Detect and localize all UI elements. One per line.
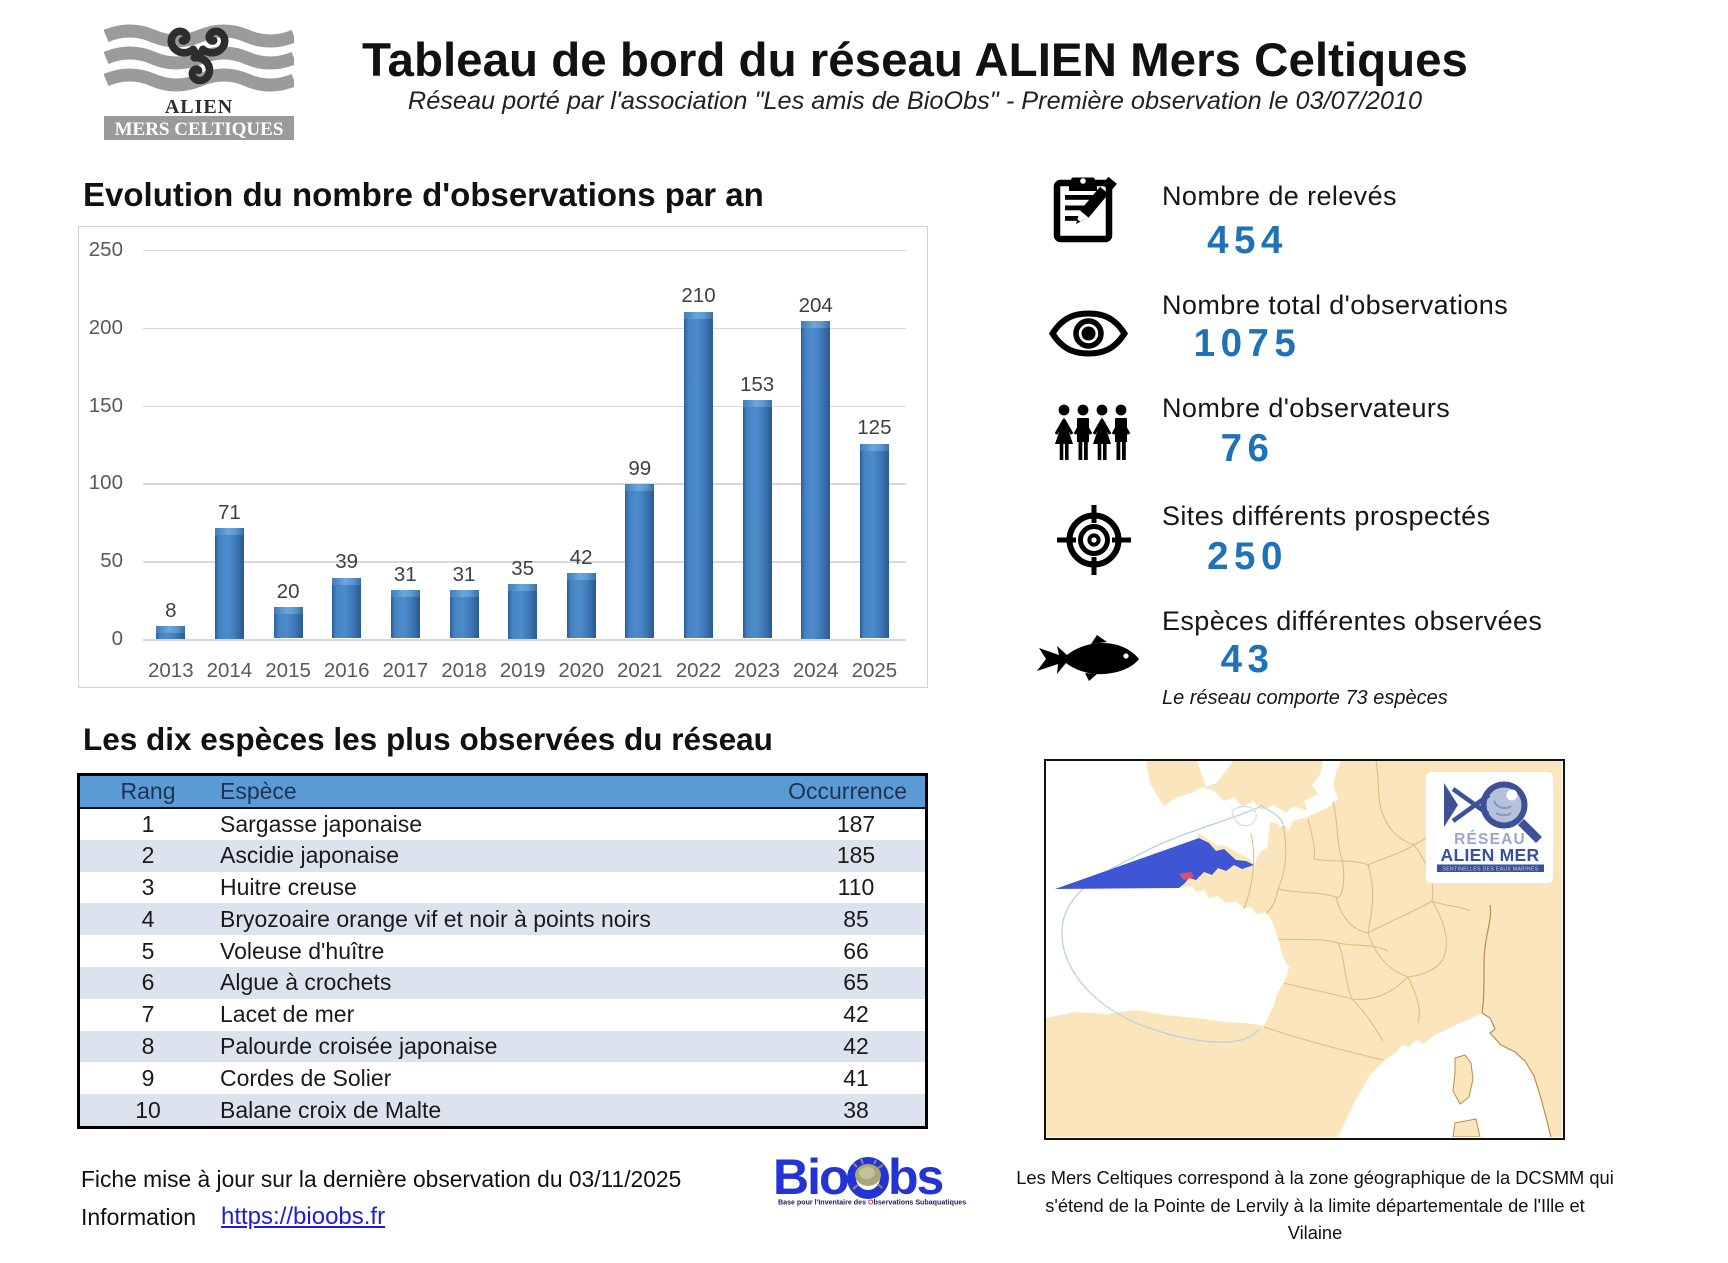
svg-text:ALIEN: ALIEN bbox=[165, 96, 233, 118]
svg-text:RÉSEAU: RÉSEAU bbox=[1454, 831, 1526, 848]
svg-text:Base pour l'Inventaire des Obs: Base pour l'Inventaire des Observations … bbox=[778, 1199, 966, 1207]
svg-text:Bio: Bio bbox=[776, 1154, 848, 1205]
svg-text:SENTINELLES DES EAUX MARINES: SENTINELLES DES EAUX MARINES bbox=[1443, 867, 1539, 873]
svg-text:bs: bs bbox=[888, 1154, 943, 1205]
svg-text:ALIEN MER: ALIEN MER bbox=[1441, 845, 1540, 865]
svg-text:MERS CELTIQUES: MERS CELTIQUES bbox=[115, 119, 284, 140]
